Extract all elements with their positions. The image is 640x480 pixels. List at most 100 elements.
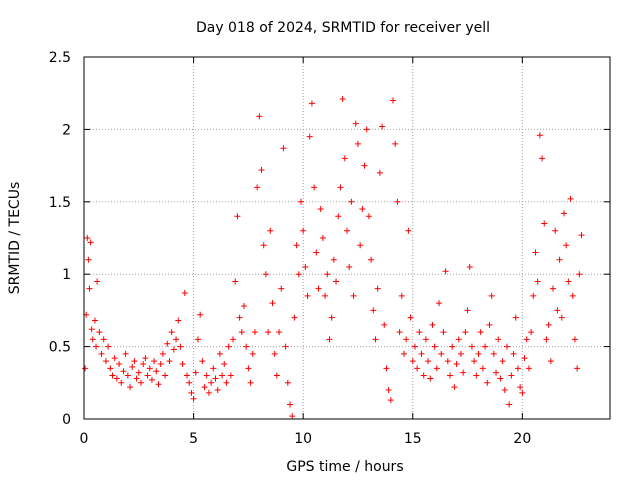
- data-point: [236, 314, 243, 321]
- data-point: [170, 346, 177, 353]
- data-point: [208, 379, 215, 386]
- data-point: [499, 358, 506, 365]
- data-point: [501, 387, 508, 394]
- data-point: [188, 389, 195, 396]
- data-point: [471, 358, 478, 365]
- data-point: [194, 336, 201, 343]
- axis-ticks: 0 0.5 1 1.5 2 2.5 0 5 10 15 20: [49, 50, 610, 447]
- data-point: [137, 379, 144, 386]
- data-point: [387, 397, 394, 404]
- data-point: [291, 314, 298, 321]
- data-point: [571, 336, 578, 343]
- data-point: [265, 329, 272, 336]
- data-point: [300, 227, 307, 234]
- data-point: [396, 329, 403, 336]
- data-point: [550, 285, 557, 292]
- data-point: [295, 271, 302, 278]
- data-point: [409, 358, 416, 365]
- data-point: [455, 336, 462, 343]
- data-point: [87, 239, 94, 246]
- data-point: [425, 358, 432, 365]
- data-point: [219, 372, 226, 379]
- data-point: [560, 210, 567, 217]
- data-point: [91, 317, 98, 324]
- data-point: [486, 321, 493, 328]
- data-point: [341, 155, 348, 162]
- data-point: [127, 384, 134, 391]
- data-point: [512, 314, 519, 321]
- data-point: [186, 379, 193, 386]
- data-point: [403, 336, 410, 343]
- data-point: [333, 278, 340, 285]
- data-points: [82, 95, 585, 420]
- data-point: [153, 368, 160, 375]
- y-tick-label: 0.5: [49, 340, 71, 356]
- x-tick-label: 15: [404, 431, 422, 447]
- data-point: [460, 369, 467, 376]
- data-point: [361, 162, 368, 169]
- grid-lines: [84, 57, 610, 419]
- data-point: [574, 365, 581, 372]
- data-point: [429, 321, 436, 328]
- data-point: [508, 372, 515, 379]
- data-point: [86, 285, 93, 292]
- data-point: [436, 300, 443, 307]
- data-point: [282, 343, 289, 350]
- data-point: [565, 278, 572, 285]
- data-point: [199, 358, 206, 365]
- y-tick-label: 1.5: [49, 195, 71, 211]
- data-point: [545, 321, 552, 328]
- data-point: [422, 336, 429, 343]
- data-point: [144, 372, 151, 379]
- data-point: [344, 227, 350, 234]
- data-point: [433, 365, 440, 372]
- data-point: [400, 350, 407, 357]
- data-point: [205, 389, 212, 396]
- data-point: [98, 350, 105, 357]
- data-point: [284, 379, 291, 386]
- data-point: [269, 300, 276, 307]
- data-point: [528, 329, 535, 336]
- data-point: [379, 123, 386, 130]
- data-point: [466, 263, 473, 270]
- data-point: [203, 372, 210, 379]
- data-point: [173, 336, 180, 343]
- data-point: [385, 387, 392, 394]
- data-point: [247, 379, 254, 386]
- data-point: [552, 227, 559, 234]
- data-point: [431, 343, 438, 350]
- data-point: [162, 372, 169, 379]
- data-point: [267, 227, 274, 234]
- data-point: [93, 343, 100, 350]
- data-point: [238, 329, 245, 336]
- data-point: [348, 198, 355, 205]
- data-point: [142, 355, 149, 362]
- data-point: [164, 340, 171, 347]
- data-point: [100, 336, 107, 343]
- data-point: [260, 242, 267, 249]
- data-point: [352, 120, 359, 127]
- data-point: [493, 369, 500, 376]
- data-point: [514, 365, 521, 372]
- data-point: [240, 303, 247, 310]
- data-point: [197, 311, 204, 318]
- data-point: [407, 314, 414, 321]
- data-point: [506, 401, 513, 408]
- data-point: [122, 350, 129, 357]
- data-point: [473, 372, 480, 379]
- data-point: [278, 285, 285, 292]
- data-point: [484, 379, 491, 386]
- data-point: [230, 336, 237, 343]
- data-point: [350, 292, 357, 299]
- data-point: [313, 249, 320, 256]
- data-point: [536, 132, 543, 139]
- data-point: [168, 329, 175, 336]
- data-point: [563, 242, 570, 249]
- data-point: [151, 358, 158, 365]
- data-point: [232, 278, 239, 285]
- data-point: [177, 343, 184, 350]
- data-point: [372, 336, 379, 343]
- data-point: [405, 227, 412, 234]
- data-point: [374, 285, 381, 292]
